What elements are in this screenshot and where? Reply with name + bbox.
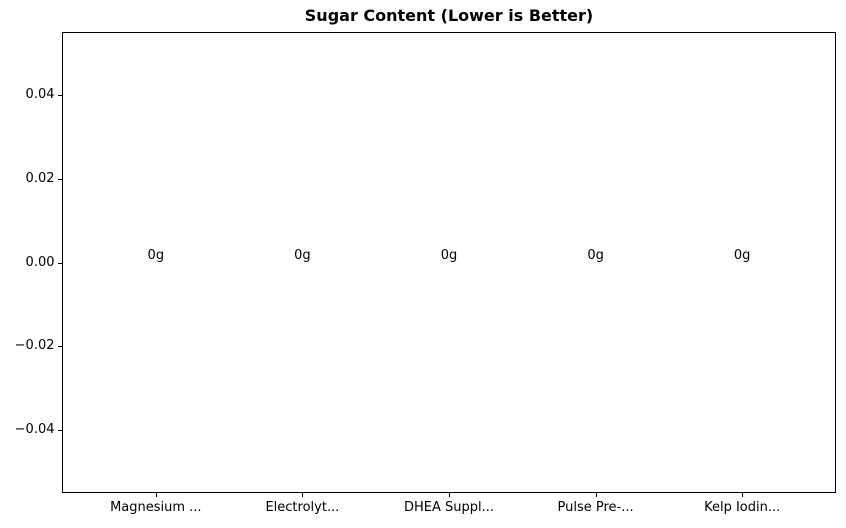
- x-tick-label: DHEA Suppl...: [403, 500, 495, 515]
- y-tick-label: 0.02: [25, 170, 55, 186]
- bar-value-label: 0g: [733, 247, 751, 263]
- y-tick-mark: [58, 346, 62, 347]
- x-tick-mark: [449, 493, 450, 497]
- x-tick-label: Kelp Iodin...: [704, 500, 781, 515]
- y-tick-mark: [58, 263, 62, 264]
- y-tick-label: 0.00: [25, 254, 55, 270]
- x-tick-label: Pulse Pre-...: [557, 500, 634, 515]
- y-tick-label: −0.04: [14, 422, 55, 438]
- x-tick-mark: [742, 493, 743, 497]
- chart-title: Sugar Content (Lower is Better): [304, 6, 594, 25]
- y-tick-mark: [58, 179, 62, 180]
- bar-value-label: 0g: [147, 247, 165, 263]
- x-tick-label: Magnesium ...: [110, 500, 202, 515]
- plot-area: [62, 32, 836, 493]
- y-tick-mark: [58, 95, 62, 96]
- x-tick-mark: [596, 493, 597, 497]
- x-tick-mark: [156, 493, 157, 497]
- y-tick-mark: [58, 430, 62, 431]
- y-tick-label: −0.02: [14, 338, 55, 354]
- x-tick-label: Electrolyt...: [265, 500, 340, 515]
- x-tick-mark: [302, 493, 303, 497]
- bar-value-label: 0g: [440, 247, 458, 263]
- bar-value-label: 0g: [587, 247, 604, 263]
- y-tick-label: 0.04: [25, 86, 55, 102]
- bar-value-label: 0g: [294, 247, 311, 263]
